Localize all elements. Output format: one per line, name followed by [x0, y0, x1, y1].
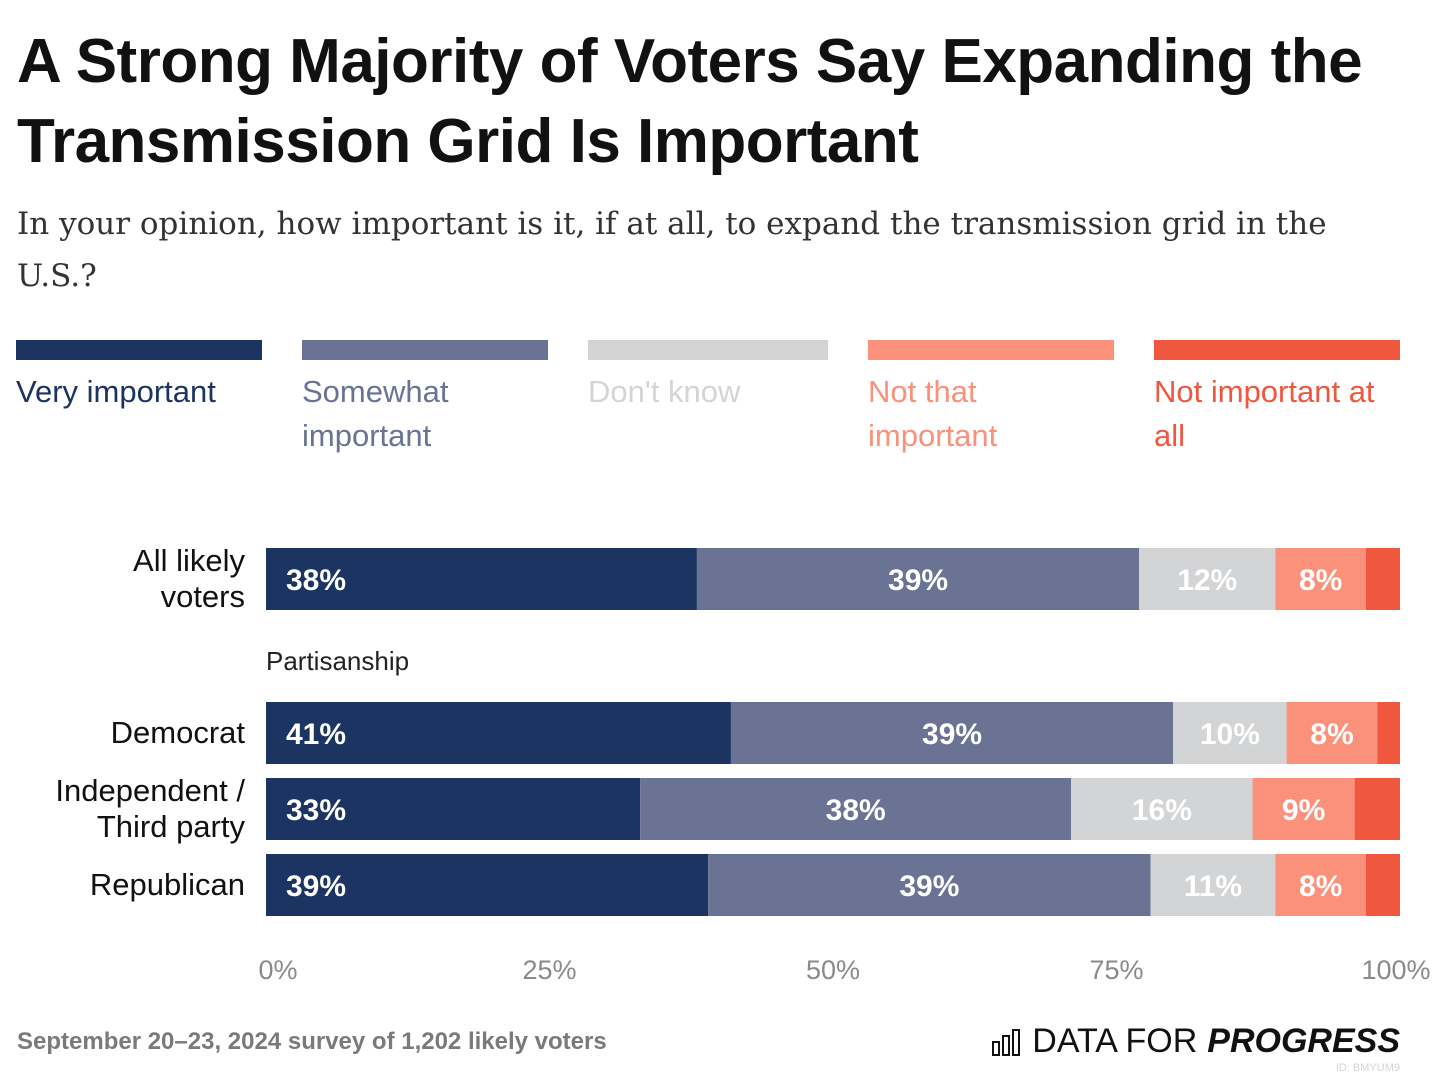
bar-chart-icon — [992, 1028, 1021, 1056]
chart-title: A Strong Majority of Voters Say Expandin… — [17, 27, 1363, 176]
stacked-bar-chart: 38% 39% 12% 8% 41% 39% 10% 8% 33% 38% 16% 9% 39% 39% 1… — [258, 548, 1431, 985]
bar-segment — [696, 548, 1140, 610]
data-label: 9% — [1282, 794, 1325, 827]
legend-swatch — [868, 340, 1114, 360]
category-label-line: Democrat — [110, 715, 245, 750]
bar-segment — [708, 854, 1151, 916]
data-label: 16% — [1132, 794, 1192, 827]
x-tick-label: 25% — [522, 955, 576, 985]
category-label-republican: Republican — [90, 867, 245, 903]
legend-swatch — [1154, 340, 1400, 360]
category-label-line: voters — [160, 579, 245, 614]
legend-item-not-important-at-all: Not important at all — [1154, 340, 1400, 458]
x-tick-label: 100% — [1361, 955, 1430, 985]
data-label: 8% — [1299, 564, 1342, 597]
brand-text-bold: PROGRESS — [1207, 1022, 1400, 1060]
category-label-line: All likely — [133, 543, 245, 578]
bar-segment — [640, 778, 1072, 840]
category-label-line: Independent / — [55, 773, 245, 808]
data-label: 38% — [286, 564, 346, 597]
legend-swatch — [16, 340, 262, 360]
data-label: 39% — [922, 718, 982, 751]
data-label: 38% — [826, 794, 886, 827]
bar-segment — [266, 854, 709, 916]
bar-segment — [1173, 702, 1287, 764]
legend-label: Not important at all — [1154, 374, 1375, 453]
bar-segment — [1365, 548, 1400, 610]
legend-label: Very important — [16, 374, 216, 409]
legend-item-not-that-important: Not that important — [868, 340, 1114, 458]
data-label: 11% — [1184, 870, 1242, 903]
chart-subtitle: In your opinion, how important is it, if… — [17, 206, 1327, 294]
data-label: 39% — [899, 870, 959, 903]
category-label-line: Republican — [89, 867, 245, 902]
bar-segment — [1071, 778, 1253, 840]
legend-swatch — [588, 340, 828, 360]
data-label: 10% — [1200, 718, 1260, 751]
data-label: 39% — [286, 870, 346, 903]
legend-label: Somewhat important — [302, 374, 449, 453]
bar-segment — [1275, 548, 1366, 610]
data-label: 39% — [888, 564, 948, 597]
bar-segment — [266, 702, 731, 764]
data-label: 33% — [286, 794, 346, 827]
legend-item-very-important: Very important — [16, 340, 262, 414]
bar-segment — [1275, 854, 1366, 916]
bar-segment — [266, 778, 641, 840]
brand-logo: DATA FOR PROGRESS — [992, 1022, 1400, 1061]
category-label-line: Third party — [96, 809, 245, 844]
data-label: 8% — [1299, 870, 1342, 903]
data-label: 41% — [286, 718, 346, 751]
bar-segment — [266, 548, 697, 610]
bar-segment — [1377, 702, 1400, 764]
category-label-independent: Independent / Third party — [55, 773, 245, 845]
bar-segment — [1286, 702, 1378, 764]
data-label: 12% — [1177, 564, 1237, 597]
legend-item-somewhat-important: Somewhat important — [302, 340, 548, 458]
bar-segment — [1139, 548, 1276, 610]
bar-segment — [1354, 778, 1400, 840]
legend-swatch — [302, 340, 548, 360]
group-label-partisanship: Partisanship — [266, 646, 410, 676]
x-tick-label: 0% — [258, 955, 297, 985]
bar-segment — [1150, 854, 1276, 916]
category-label-all-likely-voters: All likely voters — [133, 543, 245, 615]
x-tick-label: 75% — [1089, 955, 1143, 985]
category-label-democrat: Democrat — [111, 715, 245, 751]
legend-label: Not that important — [868, 374, 998, 453]
chart-id: ID: BMYUM9 — [1335, 1062, 1400, 1074]
legend-item-dont-know: Don't know — [588, 340, 828, 414]
bar-segment — [1365, 854, 1400, 916]
bar-segment — [730, 702, 1174, 764]
brand-text-plain: DATA FOR — [1032, 1022, 1198, 1060]
source-note: September 20–23, 2024 survey of 1,202 li… — [17, 1028, 607, 1055]
bar-segment — [1252, 778, 1355, 840]
data-label: 8% — [1310, 718, 1353, 751]
legend-label: Don't know — [588, 374, 741, 409]
x-tick-label: 50% — [806, 955, 860, 985]
